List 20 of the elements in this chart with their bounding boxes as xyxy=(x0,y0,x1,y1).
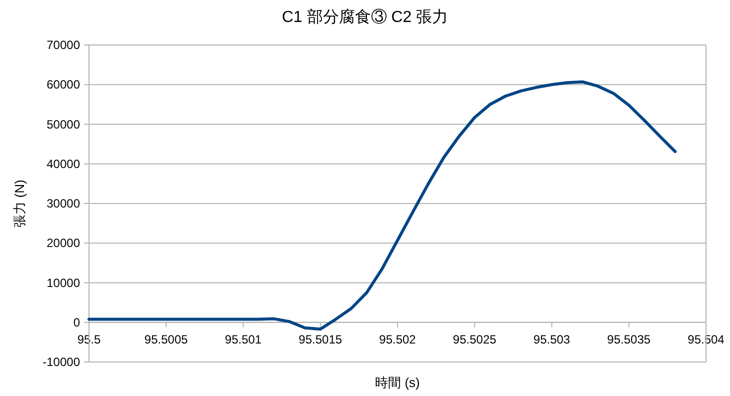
y-tick-label: -10000 xyxy=(42,355,80,369)
x-tick-label: 95.5015 xyxy=(298,332,342,346)
x-tick-label: 95.502 xyxy=(379,332,416,346)
x-tick-label: 95.503 xyxy=(533,332,570,346)
line-series xyxy=(88,80,677,331)
y-tick-label: 0 xyxy=(73,315,80,330)
y-axis-title: 張力 (N) xyxy=(12,180,27,228)
x-axis-title: 時間 (s) xyxy=(375,375,420,390)
x-tick-label: 95.501 xyxy=(224,332,262,346)
x-tick-label: 95.5005 xyxy=(144,332,188,346)
y-tick-label: 60000 xyxy=(46,78,80,92)
y-tick-label: 30000 xyxy=(46,196,80,210)
y-tick-label: 50000 xyxy=(46,117,80,132)
y-tick-label: 70000 xyxy=(46,38,80,52)
y-tick-label: 10000 xyxy=(46,276,80,290)
x-tick-label: 95.5035 xyxy=(607,332,651,346)
x-tick-label: 95.5025 xyxy=(452,332,497,346)
y-tick-label: 40000 xyxy=(46,156,80,171)
chart-title: C1 部分腐食③ C2 張力 xyxy=(282,8,448,26)
y-tick-label: 20000 xyxy=(46,236,80,250)
